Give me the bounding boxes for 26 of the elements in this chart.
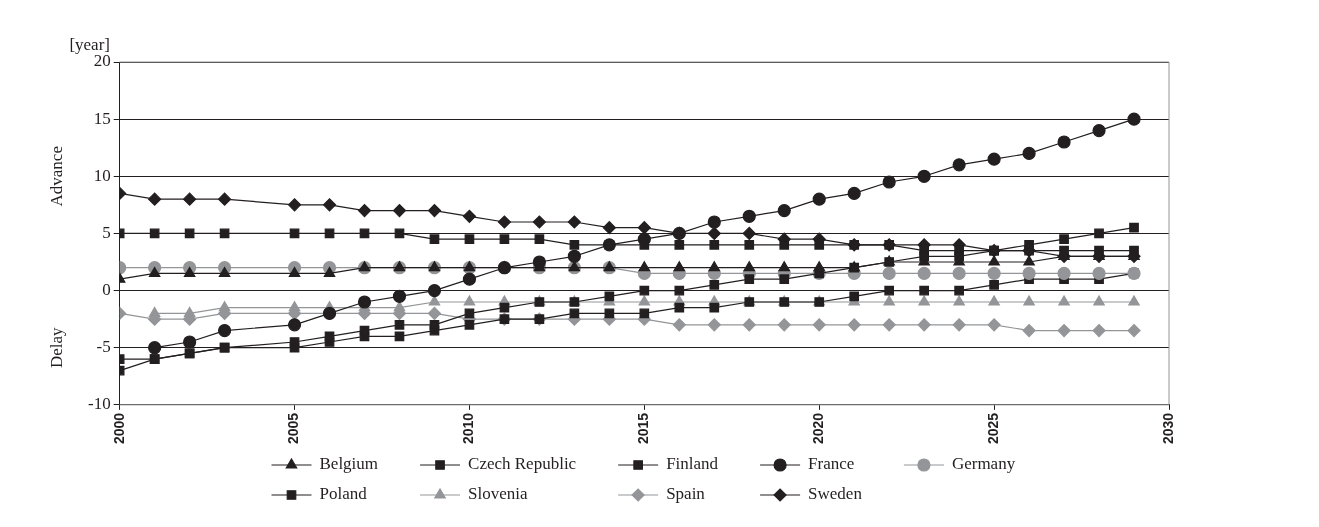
x-tick-label: 2015 bbox=[635, 412, 652, 445]
y-tick-label: -10 bbox=[87, 394, 111, 414]
y-tick-label: 0 bbox=[102, 280, 111, 300]
text: Delay bbox=[47, 326, 67, 369]
y-tick-label: 15 bbox=[93, 108, 111, 128]
x-tick-label: 2020 bbox=[810, 412, 827, 445]
x-tick-label: 2005 bbox=[285, 412, 302, 445]
x-tick-label: 2000 bbox=[110, 412, 127, 445]
legend-label: France bbox=[808, 454, 855, 474]
legend-label: Slovenia bbox=[468, 484, 528, 504]
legend-label: Spain bbox=[666, 484, 706, 504]
x-tick-label: 2025 bbox=[984, 412, 1001, 445]
x-tick-label: 2010 bbox=[460, 412, 477, 445]
legend-label: Sweden bbox=[808, 484, 863, 504]
y-tick-label: -5 bbox=[96, 337, 111, 357]
legend-label: Poland bbox=[319, 484, 368, 504]
y-tick-label: 10 bbox=[93, 165, 111, 185]
y-tick-label: 20 bbox=[93, 51, 111, 71]
y-axis-title: [year] bbox=[69, 34, 110, 54]
x-tick-label: 2030 bbox=[1159, 412, 1176, 445]
legend-label: Finland bbox=[666, 454, 719, 474]
legend-label: Czech Republic bbox=[468, 454, 577, 474]
y-tick-label: 5 bbox=[102, 222, 111, 242]
text: Advance bbox=[47, 146, 67, 207]
legend-label: Belgium bbox=[319, 454, 379, 474]
legend-label: Germany bbox=[951, 454, 1016, 474]
